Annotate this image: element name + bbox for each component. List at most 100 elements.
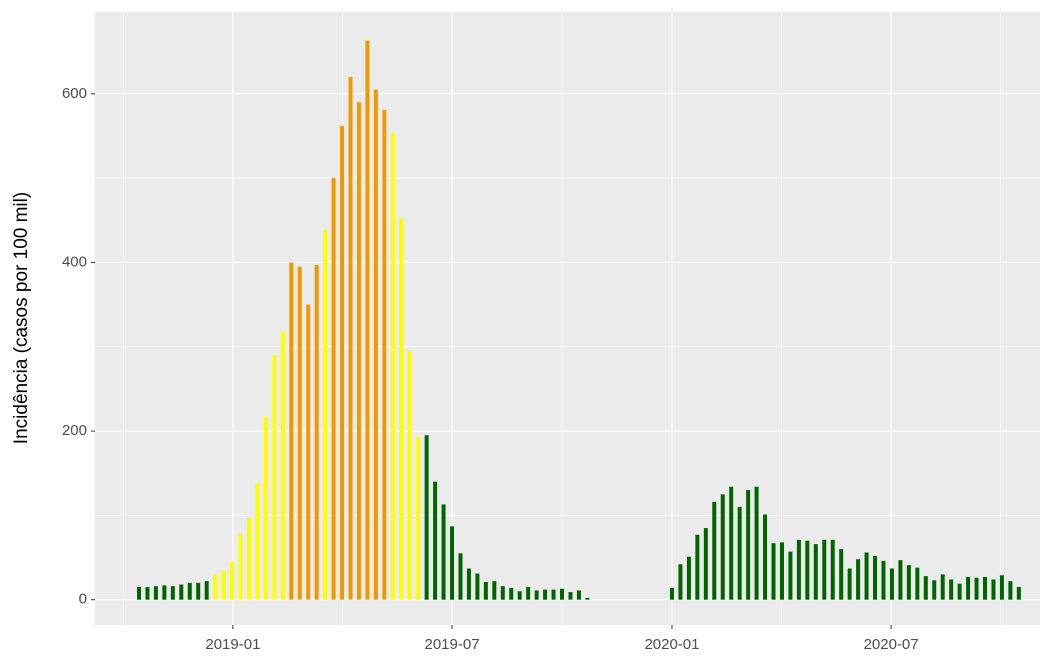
bar — [576, 590, 581, 600]
bar — [695, 534, 700, 600]
bar — [729, 486, 734, 600]
y-tick-label: 400 — [62, 253, 87, 270]
bar — [720, 494, 725, 600]
bar — [686, 556, 691, 600]
bar — [356, 102, 361, 600]
x-tick-label: 2020-07 — [864, 636, 919, 653]
bar — [365, 40, 370, 600]
bar — [340, 125, 345, 600]
bar — [407, 350, 412, 600]
bar — [796, 539, 801, 600]
bar — [1016, 587, 1021, 600]
bar — [306, 304, 311, 600]
bar — [196, 582, 201, 600]
y-tick-label: 0 — [79, 591, 87, 608]
bar — [966, 576, 971, 600]
bar — [678, 564, 683, 600]
y-tick-label: 200 — [62, 422, 87, 439]
bar — [230, 561, 235, 600]
bar — [560, 588, 565, 600]
y-axis-label: Incidência (casos por 100 mil) — [11, 192, 32, 444]
bar — [534, 590, 539, 600]
bar — [881, 560, 886, 600]
panel — [95, 12, 1040, 625]
bar — [509, 587, 514, 600]
bar — [847, 568, 852, 600]
x-tick-label: 2020-01 — [644, 636, 699, 653]
bar — [390, 133, 395, 600]
bar — [399, 218, 404, 600]
bar — [450, 526, 455, 600]
bar — [999, 575, 1004, 600]
bar — [492, 581, 497, 600]
bar — [889, 568, 894, 600]
bar — [746, 490, 751, 600]
bar — [263, 416, 268, 600]
bar — [551, 589, 556, 600]
bar — [382, 109, 387, 600]
bar — [856, 559, 861, 600]
bar — [433, 481, 438, 600]
bar — [213, 574, 218, 600]
x-tick-label: 2019-01 — [205, 636, 260, 653]
bar — [280, 331, 285, 600]
bar — [238, 533, 243, 600]
bar — [517, 591, 522, 600]
bar — [272, 355, 277, 600]
bar — [864, 552, 869, 600]
bar — [145, 587, 150, 600]
bar — [712, 501, 717, 600]
bar — [568, 592, 573, 600]
bar — [204, 581, 209, 600]
bar — [703, 528, 708, 600]
bar — [255, 483, 260, 600]
bar — [475, 573, 480, 600]
bar — [348, 76, 353, 600]
bar — [898, 560, 903, 600]
bar — [788, 551, 793, 600]
bar — [441, 504, 446, 600]
bar — [458, 553, 463, 600]
bar — [940, 574, 945, 600]
bar — [416, 436, 421, 600]
bar — [957, 583, 962, 600]
bar — [466, 568, 471, 600]
bar — [314, 264, 319, 600]
bar — [289, 262, 294, 600]
bar — [779, 542, 784, 600]
bar — [136, 587, 141, 600]
bar — [923, 576, 928, 600]
bar — [915, 567, 920, 600]
y-tick-label: 600 — [62, 85, 87, 102]
bar — [839, 549, 844, 600]
bar — [179, 584, 184, 600]
bar — [543, 589, 548, 600]
bar — [830, 539, 835, 600]
bar — [1008, 581, 1013, 600]
bar — [246, 517, 251, 600]
bar — [754, 486, 759, 600]
bar — [323, 230, 328, 600]
bar — [822, 539, 827, 600]
bar — [983, 576, 988, 600]
bar — [153, 586, 158, 600]
x-tick-label: 2019-07 — [424, 636, 479, 653]
bar — [483, 581, 488, 600]
bar — [974, 577, 979, 600]
bar — [932, 580, 937, 600]
bar — [991, 579, 996, 600]
bar — [221, 570, 226, 600]
bar — [813, 544, 818, 600]
bar — [162, 585, 167, 600]
bar — [585, 598, 590, 600]
bar — [297, 266, 302, 600]
bar — [669, 587, 674, 600]
bar — [500, 586, 505, 600]
bar — [424, 435, 429, 600]
bar — [331, 178, 336, 600]
bar — [771, 543, 776, 600]
bar — [906, 565, 911, 600]
bar — [526, 587, 531, 600]
bar — [805, 540, 810, 600]
